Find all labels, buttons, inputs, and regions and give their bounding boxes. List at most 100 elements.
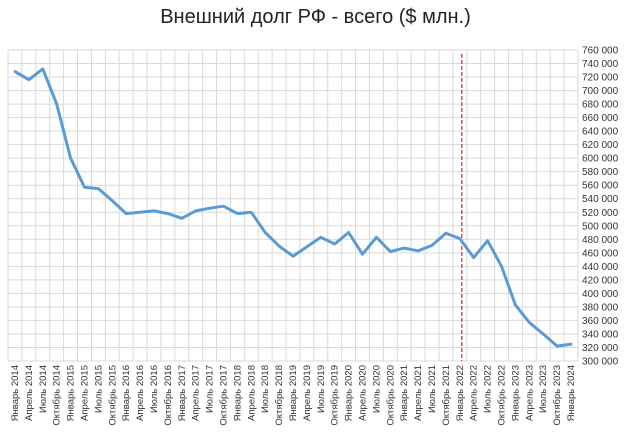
y-tick-label: 460 000 — [582, 248, 619, 259]
y-tick-label: 760 000 — [582, 46, 619, 57]
x-tick-label: Январь 2021 — [399, 365, 410, 421]
data-point — [320, 236, 322, 238]
x-tick-label: Январь 2015 — [66, 365, 77, 421]
data-point — [278, 245, 280, 247]
data-point — [167, 212, 169, 214]
x-tick-label: Апрель 2019 — [302, 365, 313, 421]
x-tick-label: Июль 2016 — [149, 365, 160, 413]
y-tick-label: 520 000 — [582, 208, 619, 219]
data-point — [556, 345, 558, 347]
x-tick-label: Январь 2018 — [232, 365, 243, 421]
x-tick-label: Октябрь 2022 — [497, 365, 508, 426]
data-point — [403, 247, 405, 249]
x-tick-label: Июль 2019 — [316, 365, 327, 413]
x-tick-label: Апрель 2014 — [24, 365, 35, 421]
y-tick-label: 680 000 — [582, 100, 619, 111]
x-tick-label: Октябрь 2016 — [163, 365, 174, 426]
x-tick-label: Октябрь 2014 — [52, 365, 63, 426]
data-point — [445, 232, 447, 234]
x-tick-label: Июль 2014 — [38, 365, 49, 413]
x-tick-label: Апрель 2017 — [191, 365, 202, 421]
y-tick-label: 640 000 — [582, 127, 619, 138]
x-tick-label: Июль 2023 — [538, 365, 549, 413]
y-tick-label: 740 000 — [582, 59, 619, 70]
x-tick-label: Октябрь 2023 — [552, 365, 563, 426]
x-tick-label: Апрель 2016 — [135, 365, 146, 421]
y-tick-label: 700 000 — [582, 86, 619, 97]
x-tick-label: Январь 2022 — [455, 365, 466, 421]
data-point — [542, 333, 544, 335]
x-tick-label: Октябрь 2015 — [107, 365, 118, 426]
data-point — [208, 207, 210, 209]
x-tick-label: Январь 2024 — [566, 365, 577, 421]
data-point — [570, 343, 572, 345]
data-point — [139, 211, 141, 213]
x-tick-label: Январь 2017 — [177, 365, 188, 421]
data-point — [236, 212, 238, 214]
data-point — [334, 243, 336, 245]
y-tick-label: 580 000 — [582, 167, 619, 178]
x-tick-label: Октябрь 2017 — [218, 365, 229, 426]
y-tick-label: 660 000 — [582, 113, 619, 124]
x-tick-label: Июль 2018 — [260, 365, 271, 413]
y-tick-label: 500 000 — [582, 221, 619, 232]
x-tick-label: Январь 2019 — [288, 365, 299, 421]
data-point — [306, 246, 308, 248]
data-point — [264, 231, 266, 233]
x-tick-label: Апрель 2020 — [358, 365, 369, 421]
y-tick-label: 600 000 — [582, 154, 619, 165]
chart-title: Внешний долг РФ - всего ($ млн.) — [160, 6, 471, 28]
data-point — [473, 256, 475, 258]
data-point — [528, 321, 530, 323]
data-point — [389, 250, 391, 252]
data-point — [431, 244, 433, 246]
data-point — [514, 304, 516, 306]
data-point — [125, 212, 127, 214]
y-tick-label: 440 000 — [582, 262, 619, 273]
x-tick-label: Июль 2020 — [371, 365, 382, 413]
data-point — [292, 255, 294, 257]
data-point — [417, 250, 419, 252]
y-tick-label: 540 000 — [582, 194, 619, 205]
x-tick-label: Апрель 2021 — [413, 365, 424, 421]
data-point — [361, 253, 363, 255]
x-tick-label: Июль 2017 — [205, 365, 216, 413]
data-point — [153, 210, 155, 212]
data-point — [459, 237, 461, 239]
data-point — [69, 157, 71, 159]
y-tick-label: 360 000 — [582, 316, 619, 327]
x-tick-label: Январь 2020 — [344, 365, 355, 421]
data-point — [111, 200, 113, 202]
y-tick-label: 340 000 — [582, 329, 619, 340]
data-point — [375, 236, 377, 238]
x-tick-label: Октябрь 2020 — [385, 365, 396, 426]
x-tick-label: Апрель 2018 — [246, 365, 257, 421]
x-tick-label: Апрель 2015 — [79, 365, 90, 421]
data-point — [486, 239, 488, 241]
y-tick-label: 480 000 — [582, 235, 619, 246]
y-tick-label: 380 000 — [582, 302, 619, 313]
x-tick-label: Январь 2014 — [10, 365, 21, 421]
y-tick-label: 560 000 — [582, 181, 619, 192]
y-tick-label: 400 000 — [582, 289, 619, 300]
x-tick-label: Январь 2023 — [510, 365, 521, 421]
data-point — [250, 211, 252, 213]
x-tick-label: Июль 2021 — [427, 365, 438, 413]
x-tick-label: Октябрь 2021 — [441, 365, 452, 426]
series-line — [13, 67, 573, 348]
x-tick-label: Октябрь 2018 — [274, 365, 285, 426]
data-point — [28, 79, 30, 81]
x-tick-label: Июль 2022 — [483, 365, 494, 413]
data-point — [222, 205, 224, 207]
data-point — [42, 68, 44, 70]
x-tick-label: Апрель 2023 — [524, 365, 535, 421]
y-tick-label: 620 000 — [582, 140, 619, 151]
data-point — [347, 231, 349, 233]
y-tick-label: 420 000 — [582, 275, 619, 286]
data-point — [97, 187, 99, 189]
x-tick-label: Январь 2016 — [121, 365, 132, 421]
x-tick-label: Апрель 2022 — [469, 365, 480, 421]
data-point — [14, 70, 16, 72]
